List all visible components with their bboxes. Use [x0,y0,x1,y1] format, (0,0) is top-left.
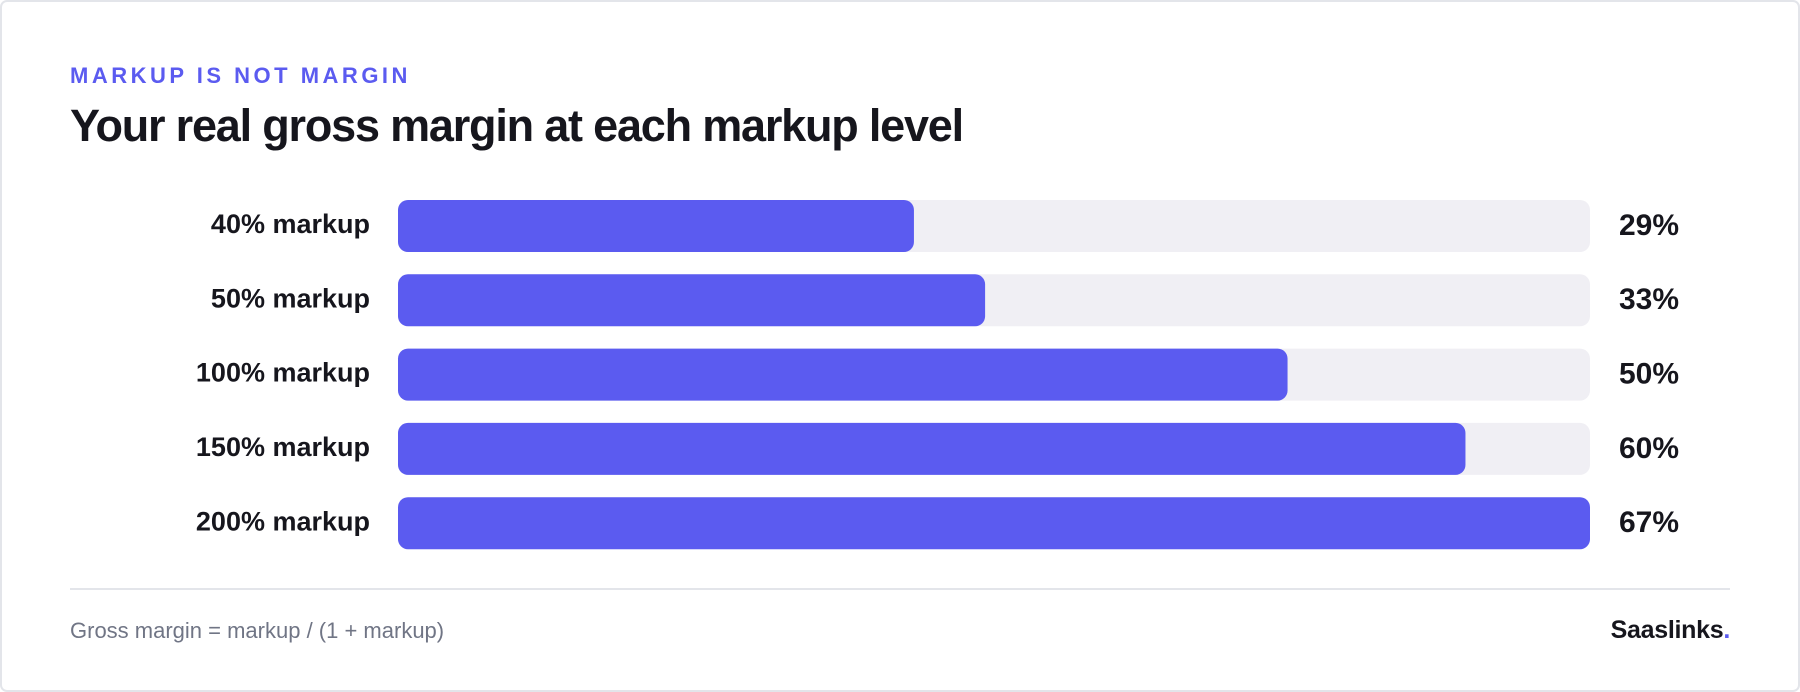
value-label: 33% [1619,283,1679,316]
bar [398,497,1590,550]
value-label: 67% [1619,506,1679,539]
category-label: 100% markup [196,358,370,388]
value-label: 60% [1619,432,1679,465]
value-label: 50% [1619,358,1679,391]
eyebrow: MARKUP IS NOT MARGIN [70,63,411,88]
brand-dot: . [1723,616,1730,644]
category-label: 50% markup [211,283,370,313]
chart-title: Your real gross margin at each markup le… [70,100,963,151]
bar [398,422,1466,475]
footnote: Gross margin = markup / (1 + markup) [70,618,444,643]
brand: Saaslinks. [1611,616,1730,644]
bar [398,200,914,252]
bar [398,348,1288,401]
value-label: 29% [1619,209,1679,242]
category-label: 200% markup [196,506,370,536]
bar [398,274,986,327]
category-label: 150% markup [196,432,370,462]
brand-name: Saaslinks [1611,616,1724,644]
category-label: 40% markup [211,209,370,239]
